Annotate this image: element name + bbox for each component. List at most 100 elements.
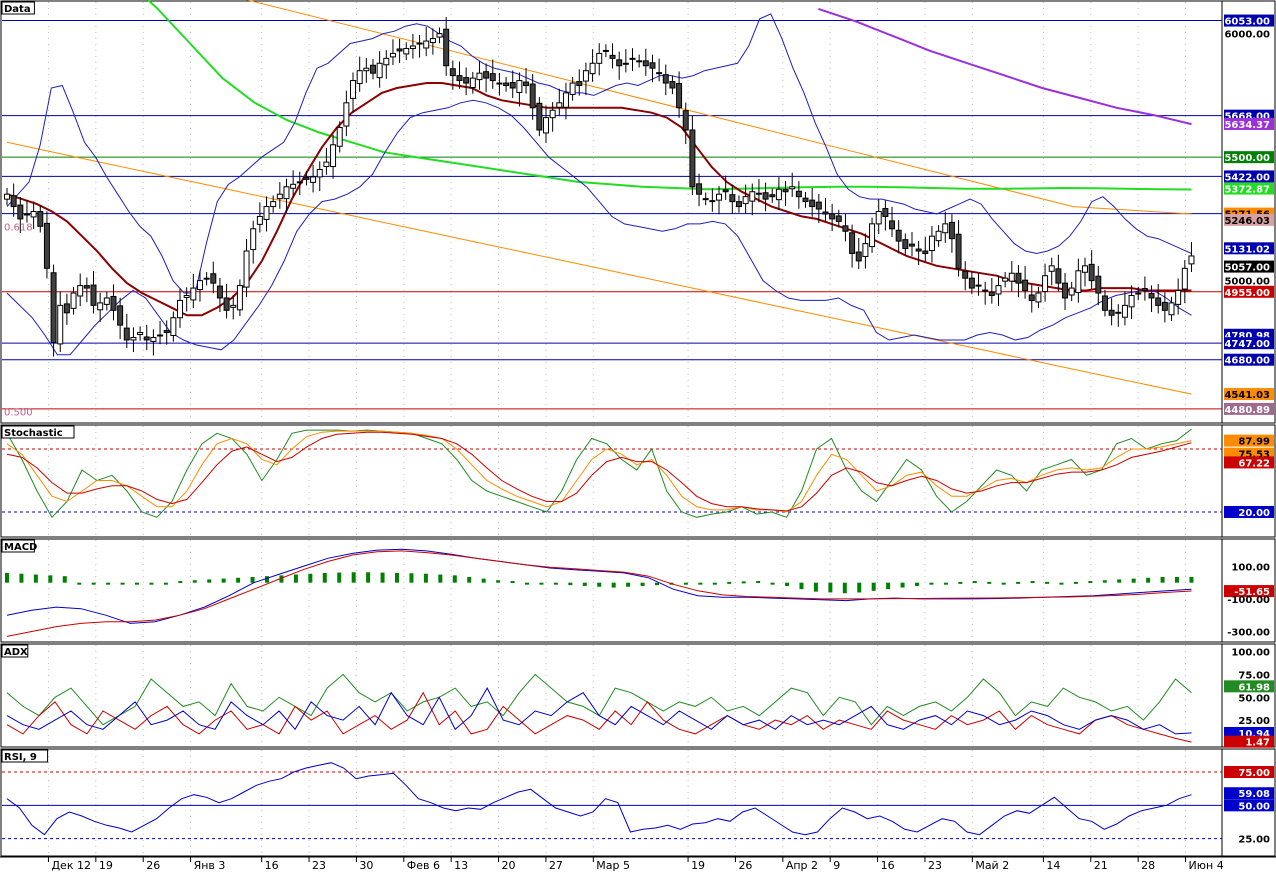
candle-body [143, 336, 150, 341]
candle-body [855, 251, 862, 262]
candles [4, 17, 1195, 357]
candle-body [622, 62, 629, 65]
axis-value-label: -51.65 [1234, 587, 1270, 598]
axis-value-label: 75.53 [1238, 450, 1270, 461]
candle-body [1028, 294, 1035, 301]
macd-axis-tags: 100.00 -51.65-100.00 -300.00 [1224, 562, 1274, 638]
candle-body [1128, 294, 1135, 308]
candle-body [649, 62, 656, 69]
price-panel-title: Data [4, 4, 31, 15]
x-tick-label: 16 [881, 859, 895, 872]
candle-body [1002, 277, 1009, 282]
axis-frame [1221, 538, 1276, 643]
macd-hist-bar [857, 582, 862, 593]
macd-hist-bar [106, 582, 111, 585]
macd-hist-bar [438, 574, 443, 583]
candle-body [376, 62, 383, 79]
candle-body [463, 77, 470, 84]
candle-body [443, 28, 450, 67]
macd-hist-bar [611, 582, 616, 588]
axis-value-label: 61.98 [1238, 682, 1270, 693]
macd-hist-bar [1175, 576, 1180, 583]
x-tick-label: 14 [1046, 859, 1060, 872]
price-panel-title-box [1, 1, 35, 15]
candle-body [177, 299, 184, 319]
candle-body [742, 196, 749, 205]
candle-body [609, 54, 616, 59]
price-tag [1224, 506, 1274, 518]
macd-hist-bar [33, 574, 38, 583]
candle-body [276, 193, 283, 200]
candle-body [489, 73, 496, 82]
candle-body [642, 60, 649, 67]
price-tag [1224, 14, 1274, 27]
price-tag [1224, 585, 1274, 598]
candle-body [103, 297, 110, 305]
macd-hist-bar [539, 582, 544, 585]
candle-body [43, 222, 50, 269]
candle-body [436, 33, 443, 38]
candle-body [815, 201, 822, 210]
candle-body [1008, 272, 1015, 282]
candle-body [1148, 293, 1155, 299]
x-tick-label: Дек 12 [51, 859, 91, 872]
x-tick-label: 21 [1094, 859, 1108, 872]
macd-hist-bar [91, 582, 96, 585]
macd-hist-bar [813, 582, 818, 592]
candle-body [123, 327, 130, 341]
candle-body [350, 80, 357, 99]
candle-body [1161, 301, 1168, 311]
axis-value-label: 25.00 [1238, 835, 1270, 846]
candle-body [37, 211, 44, 227]
axis-value-label: 5500.00 [1224, 153, 1270, 164]
macd-hist-bar [452, 575, 457, 583]
x-tick-label: 28 [1141, 859, 1155, 872]
axis-value-label: 87.99 [1238, 437, 1270, 448]
axis-value-label: 4541.03 [1224, 390, 1270, 401]
rsi-line [6, 762, 1192, 836]
bollinger-lower-line [6, 99, 1192, 356]
adx-line-3 [6, 687, 1192, 735]
candle-body [922, 250, 929, 254]
macd-hist-bar [409, 573, 414, 583]
axis-value-label: 100.00 [1231, 648, 1270, 659]
macd-hist-bar [5, 572, 9, 583]
candle-body [216, 285, 223, 299]
candle-body [516, 80, 523, 93]
candle-body [1015, 272, 1022, 284]
macd-panel-title-box [1, 539, 35, 553]
macd-hist-bar [886, 582, 891, 590]
candle-body [409, 45, 416, 49]
candle-body [789, 186, 796, 190]
candle-body [509, 82, 516, 89]
candle-body [210, 273, 217, 284]
candle-body [895, 229, 902, 242]
candle-body [476, 72, 483, 81]
candle-body [636, 60, 643, 63]
candle-body [1188, 255, 1195, 265]
candle-body [416, 42, 423, 45]
price-tag [1224, 260, 1274, 273]
candle-body [536, 102, 543, 131]
macd-hist-bar [727, 581, 732, 584]
macd-hist-bar [943, 582, 948, 585]
candle-body [709, 200, 716, 203]
axis-value-label: 1.47 [1245, 738, 1270, 749]
macd-hist-bar [48, 575, 53, 583]
axis-value-label: 67.22 [1238, 458, 1270, 469]
candle-body [862, 243, 869, 257]
candle-body [90, 284, 97, 306]
macd-hist-bar [380, 572, 385, 583]
price-tag [1224, 456, 1274, 469]
macd-hist-bar [871, 582, 876, 591]
price-tag [1224, 242, 1274, 255]
candle-body [496, 82, 503, 85]
macd-hist-bar [322, 572, 327, 583]
x-tick-label: Фев 6 [407, 859, 440, 872]
macd-hist-bar [178, 581, 183, 584]
candle-body [602, 49, 609, 52]
candle-body [869, 223, 876, 248]
